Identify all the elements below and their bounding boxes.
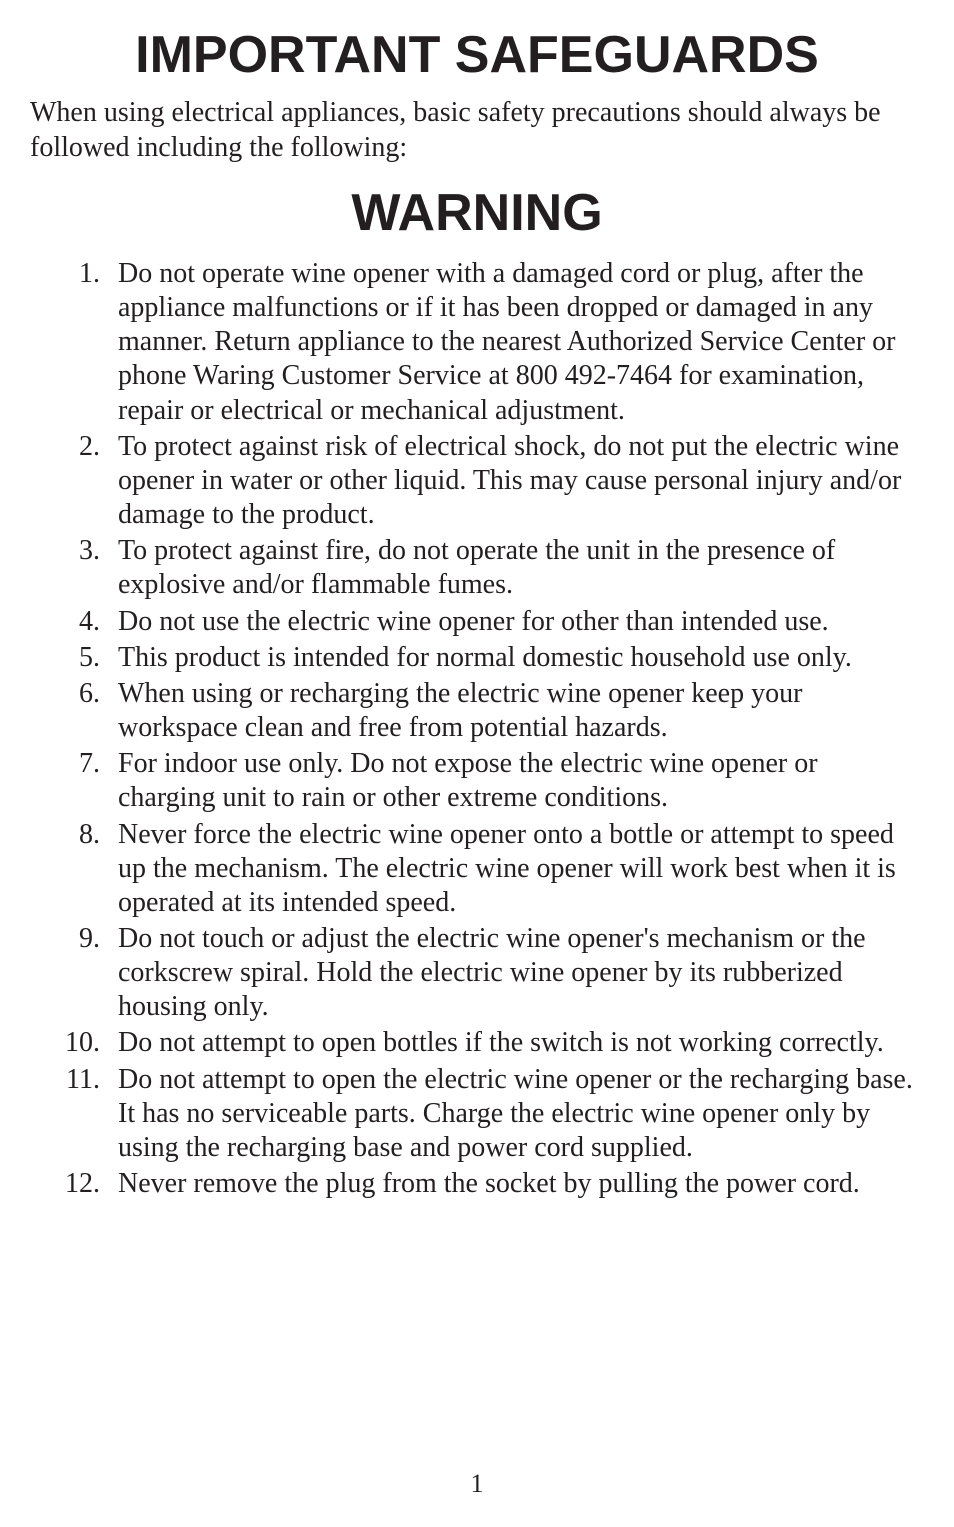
item-text: Do not operate wine opener with a damage… — [118, 257, 916, 428]
item-number: 7. — [38, 747, 118, 815]
list-item: 12. Never remove the plug from the socke… — [38, 1167, 916, 1201]
item-text: When using or recharging the electric wi… — [118, 677, 916, 745]
document-page: IMPORTANT SAFEGUARDS When using electric… — [0, 0, 954, 1527]
list-item: 5. This product is intended for normal d… — [38, 641, 916, 675]
item-text: Do not use the electric wine opener for … — [118, 605, 916, 639]
list-item: 8. Never force the electric wine opener … — [38, 818, 916, 920]
item-text: For indoor use only. Do not expose the e… — [118, 747, 916, 815]
list-item: 11. Do not attempt to open the electric … — [38, 1063, 916, 1165]
item-text: Do not attempt to open bottles if the sw… — [118, 1026, 916, 1060]
main-title: IMPORTANT SAFEGUARDS — [30, 25, 924, 85]
list-item: 6. When using or recharging the electric… — [38, 677, 916, 745]
item-text: To protect against risk of electrical sh… — [118, 430, 916, 532]
item-text: Do not attempt to open the electric wine… — [118, 1063, 916, 1165]
list-item: 1. Do not operate wine opener with a dam… — [38, 257, 916, 428]
item-number: 12. — [38, 1167, 118, 1201]
item-text: Never force the electric wine opener ont… — [118, 818, 916, 920]
item-text: To protect against fire, do not operate … — [118, 534, 916, 602]
item-number: 8. — [38, 818, 118, 920]
page-number: 1 — [0, 1469, 954, 1499]
list-item: 7. For indoor use only. Do not expose th… — [38, 747, 916, 815]
item-number: 1. — [38, 257, 118, 428]
item-text: This product is intended for normal dome… — [118, 641, 916, 675]
item-text: Do not touch or adjust the electric wine… — [118, 922, 916, 1024]
item-number: 2. — [38, 430, 118, 532]
list-item: 9. Do not touch or adjust the electric w… — [38, 922, 916, 1024]
item-number: 4. — [38, 605, 118, 639]
item-number: 10. — [38, 1026, 118, 1060]
intro-paragraph: When using electrical appliances, basic … — [30, 95, 924, 165]
item-number: 11. — [38, 1063, 118, 1165]
item-number: 3. — [38, 534, 118, 602]
item-number: 6. — [38, 677, 118, 745]
list-item: 2. To protect against risk of electrical… — [38, 430, 916, 532]
list-item: 4. Do not use the electric wine opener f… — [38, 605, 916, 639]
list-item: 3. To protect against fire, do not opera… — [38, 534, 916, 602]
warning-title: WARNING — [30, 183, 924, 243]
item-number: 9. — [38, 922, 118, 1024]
item-number: 5. — [38, 641, 118, 675]
item-text: Never remove the plug from the socket by… — [118, 1167, 916, 1201]
warning-list: 1. Do not operate wine opener with a dam… — [38, 257, 916, 1201]
list-item: 10. Do not attempt to open bottles if th… — [38, 1026, 916, 1060]
